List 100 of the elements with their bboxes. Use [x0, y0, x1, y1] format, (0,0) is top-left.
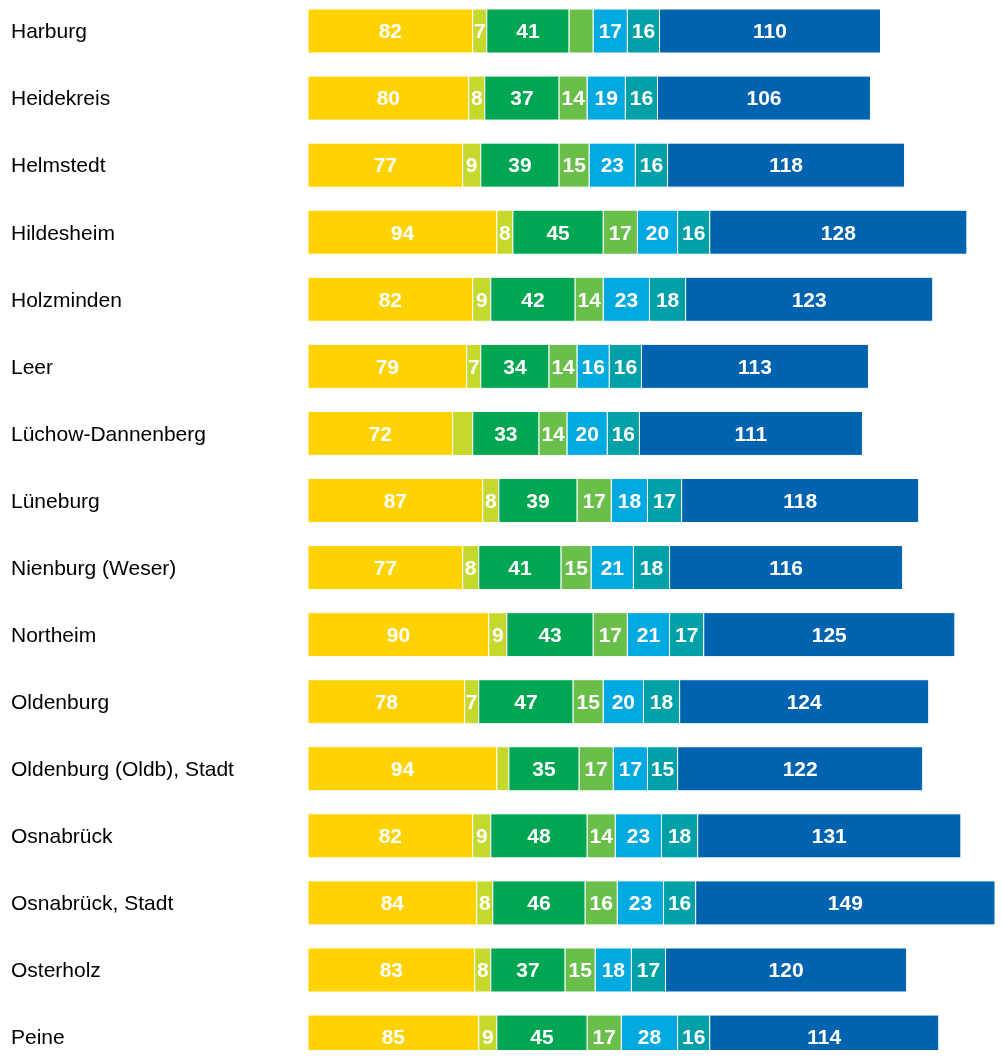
y-tick-label: Leer	[11, 354, 54, 378]
data-label: 9	[465, 153, 478, 177]
data-label: 16	[589, 891, 613, 915]
data-label: 123	[791, 287, 827, 311]
data-label: 15	[568, 958, 593, 982]
data-label: 17	[674, 622, 699, 646]
data-label: 149	[827, 891, 863, 915]
data-label: 16	[682, 220, 706, 244]
data-label: 28	[637, 1025, 662, 1049]
data-label: 39	[526, 488, 550, 512]
data-label: 84	[380, 891, 405, 915]
data-label: 23	[628, 891, 653, 915]
data-label: 16	[639, 153, 664, 177]
data-label: 43	[538, 622, 562, 646]
data-label: 16	[581, 354, 605, 378]
data-label: 18	[617, 488, 642, 512]
data-label: 20	[645, 220, 670, 244]
data-label: 15	[576, 690, 601, 714]
data-label: 90	[386, 622, 411, 646]
data-label: 125	[811, 622, 848, 646]
data-label: 18	[667, 824, 692, 848]
y-tick-label: Hildesheim	[11, 220, 115, 244]
data-label: 9	[481, 1025, 494, 1049]
data-label: 41	[508, 555, 532, 579]
y-tick-label: Holzminden	[11, 287, 122, 311]
y-tick-label: Osterholz	[11, 958, 101, 982]
data-label: 17	[636, 958, 661, 982]
y-tick-label: Osnabrück	[11, 824, 114, 848]
y-tick-label: Oldenburg	[11, 690, 110, 714]
data-label: 15	[650, 757, 675, 781]
data-label: 15	[564, 555, 589, 579]
data-label: 39	[508, 153, 532, 177]
data-label: 106	[746, 86, 782, 110]
data-label: 8	[484, 488, 497, 512]
data-label: 41	[516, 19, 540, 43]
data-label: 21	[600, 555, 625, 579]
data-label: 18	[655, 287, 680, 311]
data-label: 16	[613, 354, 638, 378]
data-label: 35	[532, 757, 557, 781]
data-label: 45	[530, 1025, 555, 1049]
data-label: 16	[631, 19, 656, 43]
data-label: 87	[383, 488, 408, 512]
data-label: 124	[786, 690, 822, 714]
data-label: 8	[499, 220, 512, 244]
data-label: 110	[753, 19, 787, 43]
y-tick-label: Nienburg (Weser)	[11, 555, 177, 579]
y-tick-label: Heidekreis	[11, 86, 111, 110]
data-label: 17	[598, 622, 622, 646]
data-label: 14	[551, 354, 576, 378]
y-tick-label: Harburg	[11, 19, 87, 43]
data-label: 79	[375, 354, 400, 378]
data-label: 14	[589, 824, 614, 848]
data-label: 128	[820, 220, 857, 244]
data-label: 8	[464, 555, 477, 579]
y-tick-label: Osnabrück, Stadt	[11, 891, 174, 915]
data-label: 23	[600, 153, 625, 177]
data-label: 17	[592, 1025, 616, 1049]
data-label: 120	[768, 958, 804, 982]
data-label: 14	[541, 421, 566, 445]
data-label: 48	[527, 824, 552, 848]
data-label: 16	[611, 421, 636, 445]
data-label: 118	[783, 488, 818, 512]
data-label: 17	[618, 757, 643, 781]
data-label: 16	[667, 891, 692, 915]
data-label: 94	[390, 220, 415, 244]
data-label: 122	[782, 757, 818, 781]
data-label: 23	[614, 287, 639, 311]
data-label: 77	[373, 555, 398, 579]
data-label: 85	[381, 1025, 406, 1049]
data-label: 8	[478, 891, 491, 915]
data-label: 45	[546, 220, 571, 244]
data-label: 18	[639, 555, 664, 579]
y-tick-label: Lüchow-Dannenberg	[11, 421, 206, 445]
data-label: 14	[561, 86, 586, 110]
data-label: 18	[601, 958, 626, 982]
data-label: 114	[807, 1025, 842, 1049]
data-label: 131	[811, 824, 848, 848]
data-label: 82	[378, 287, 403, 311]
data-label: 118	[769, 153, 804, 177]
data-label: 33	[494, 421, 518, 445]
data-label: 94	[390, 757, 415, 781]
y-tick-label: Lüneburg	[11, 488, 100, 512]
data-label: 82	[378, 824, 403, 848]
data-label: 9	[491, 622, 504, 646]
data-label: 113	[738, 354, 772, 378]
y-tick-label: Northeim	[11, 622, 97, 646]
data-label: 9	[475, 824, 488, 848]
data-label: 21	[636, 622, 661, 646]
data-label: 8	[470, 86, 483, 110]
data-label: 23	[626, 824, 651, 848]
data-label: 7	[465, 690, 478, 714]
data-label: 7	[467, 354, 480, 378]
data-label: 18	[649, 690, 674, 714]
data-label: 16	[629, 86, 654, 110]
y-tick-label: Helmstedt	[11, 153, 106, 177]
data-label: 17	[652, 488, 677, 512]
data-label: 82	[378, 19, 403, 43]
data-label: 42	[521, 287, 545, 311]
data-label: 19	[594, 86, 618, 110]
data-label: 47	[514, 690, 538, 714]
